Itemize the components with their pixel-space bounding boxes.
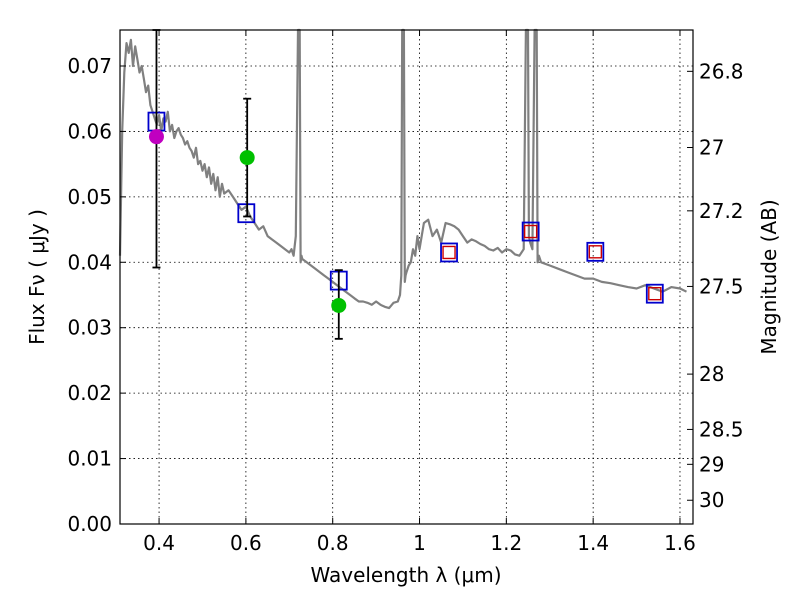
plot-frame [119,29,694,525]
x-tick-label: 1 [413,531,426,555]
mag-tick-label: 28.5 [699,417,744,441]
nir-photometry-square [523,224,538,239]
mag-tick-label: 29 [699,452,724,476]
model-photometry-square [440,242,458,263]
mag-tick-label: 30 [699,488,724,512]
model-photometry-square [586,241,605,262]
x-tick-label: 1.2 [490,531,522,555]
mag-tick-label: 28 [699,362,724,386]
y-axis-right-title: Magnitude (AB) [757,199,781,354]
y-axis-title: Flux Fν ( μJy ) [25,209,49,345]
model-photometry-square [521,221,540,242]
y-tick-label: 0.04 [67,250,112,274]
nir-photometry-square [588,245,603,259]
axis-ticks: 0.4 0.6 0.8 1 1.2 1.4 1.6 0.00 0.01 0.02 0.03 0.04 0… [67,30,744,555]
mag-tick-label: 27.2 [699,199,744,223]
y-tick-label: 0.01 [67,447,112,471]
y-tick-label: 0.03 [67,316,112,340]
y-tick-label: 0.00 [67,512,112,536]
x-tick-label: 0.4 [143,531,175,555]
x-tick-label: 0.8 [317,531,349,555]
x-axis-title: Wavelength λ (μm) [310,563,501,587]
observed-photometry-point [148,129,164,145]
observed-photometry-point [239,150,255,166]
photometry-layer [147,29,664,340]
x-tick-label: 0.6 [230,531,262,555]
x-tick-label: 1.6 [664,531,696,555]
mag-tick-label: 27 [699,135,724,159]
x-tick-label: 1.4 [577,531,609,555]
nir-photometry-square [648,286,662,301]
mag-tick-label: 27.5 [699,274,744,298]
y-tick-label: 0.07 [67,54,112,78]
observed-photometry-point [331,297,347,313]
model-photometry-square [645,283,664,304]
nir-photometry-square [442,245,456,260]
y-tick-label: 0.05 [67,185,112,209]
mag-tick-label: 26.8 [699,59,744,83]
y-tick-label: 0.06 [67,119,112,143]
y-tick-label: 0.02 [67,381,112,405]
